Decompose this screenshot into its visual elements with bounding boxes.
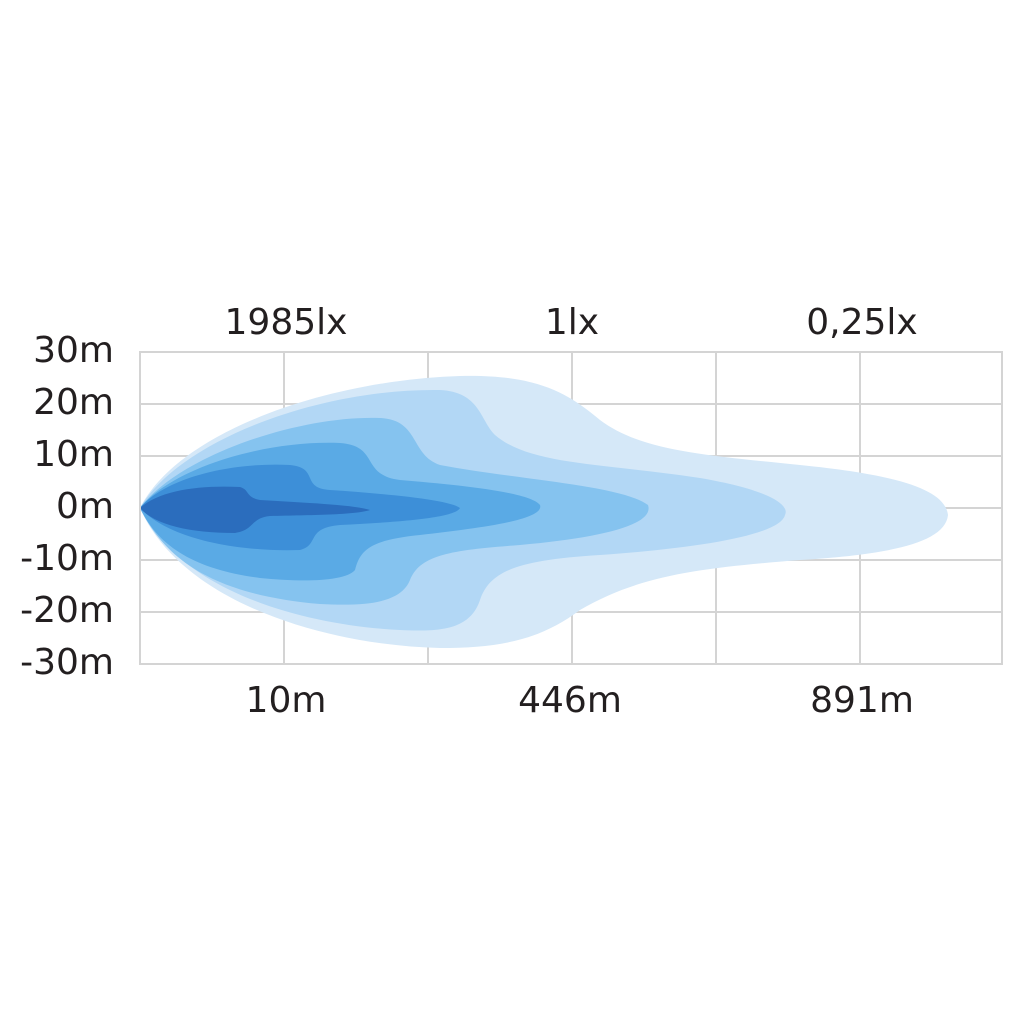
y-label: 20m [33, 382, 114, 423]
beam [140, 375, 948, 648]
y-label: 10m [33, 434, 114, 475]
y-label: -30m [20, 642, 114, 683]
y-label: -20m [20, 590, 114, 631]
lux-label: 0,25lx [806, 302, 917, 343]
distance-label: 446m [518, 680, 622, 721]
y-label: 0m [56, 486, 114, 527]
y-labels: 30m 20m 10m 0m -10m -20m -30m [20, 330, 114, 683]
y-label: 30m [33, 330, 114, 371]
y-label: -10m [20, 538, 114, 579]
distance-label: 891m [810, 680, 914, 721]
distance-label: 10m [246, 680, 327, 721]
lux-labels: 1985lx 1lx 0,25lx [225, 302, 918, 343]
beam-zone [140, 486, 370, 533]
lux-label: 1lx [545, 302, 599, 343]
distance-labels: 10m 446m 891m [246, 680, 914, 721]
plot-border [139, 351, 1003, 665]
lux-label: 1985lx [225, 302, 348, 343]
